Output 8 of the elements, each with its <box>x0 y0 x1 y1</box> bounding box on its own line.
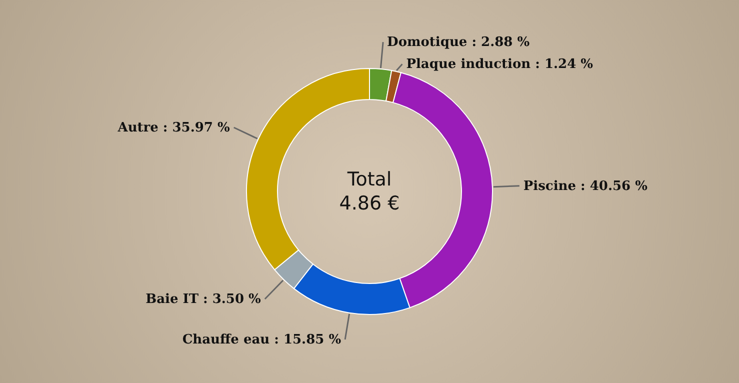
slice-label: Chauffe eau : 15.85 % <box>182 332 342 348</box>
text: 4.86 € <box>339 192 400 214</box>
slice-label: Piscine : 40.56 % <box>523 178 648 194</box>
text: Total <box>346 168 392 190</box>
slice-label: Autre : 35.97 % <box>116 120 230 136</box>
slice-label: Plaque induction : 1.24 % <box>406 57 594 72</box>
slice-label: Baie IT : 3.50 % <box>146 292 262 308</box>
slice-label: Domotique : 2.88 % <box>387 35 530 50</box>
